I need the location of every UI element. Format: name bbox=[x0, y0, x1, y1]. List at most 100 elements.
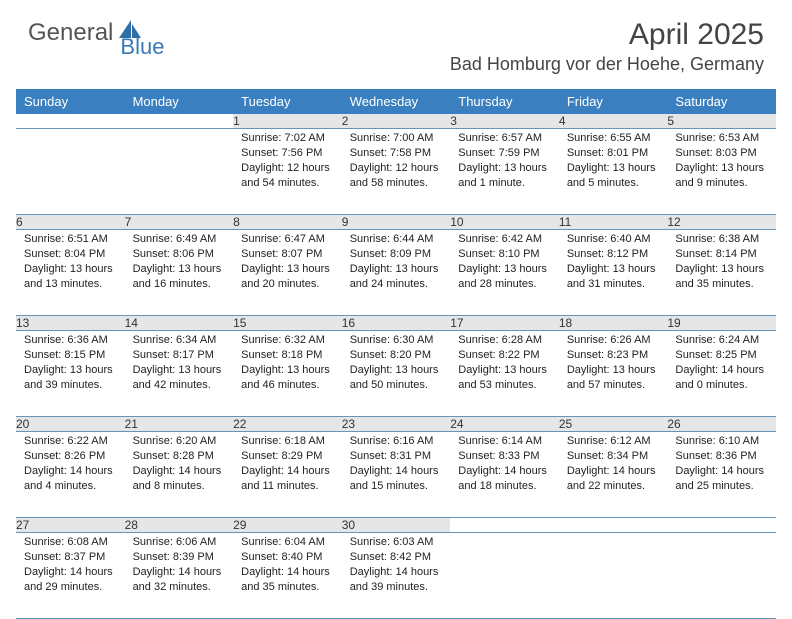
week-row: Sunrise: 6:22 AMSunset: 8:26 PMDaylight:… bbox=[16, 432, 776, 518]
day-cell: Sunrise: 6:57 AMSunset: 7:59 PMDaylight:… bbox=[450, 129, 559, 215]
sunset-text: Sunset: 8:42 PM bbox=[350, 550, 443, 565]
day-cell: Sunrise: 6:14 AMSunset: 8:33 PMDaylight:… bbox=[450, 432, 559, 518]
day-cell: Sunrise: 6:22 AMSunset: 8:26 PMDaylight:… bbox=[16, 432, 125, 518]
sunset-text: Sunset: 8:22 PM bbox=[458, 348, 551, 363]
sunset-text: Sunset: 8:09 PM bbox=[350, 247, 443, 262]
day-number: 22 bbox=[233, 417, 342, 432]
sunset-text: Sunset: 8:17 PM bbox=[133, 348, 226, 363]
sunrise-text: Sunrise: 6:04 AM bbox=[241, 535, 334, 550]
day-number: 28 bbox=[125, 518, 234, 533]
day-cell: Sunrise: 6:12 AMSunset: 8:34 PMDaylight:… bbox=[559, 432, 668, 518]
sunset-text: Sunset: 8:29 PM bbox=[241, 449, 334, 464]
sunset-text: Sunset: 8:04 PM bbox=[24, 247, 117, 262]
daylight-text: Daylight: 12 hours and 58 minutes. bbox=[350, 161, 443, 191]
day-number: 30 bbox=[342, 518, 451, 533]
day-header: Sunday bbox=[16, 89, 125, 114]
daynum-row: 27282930 bbox=[16, 518, 776, 533]
day-cell: Sunrise: 6:08 AMSunset: 8:37 PMDaylight:… bbox=[16, 533, 125, 619]
daylight-text: Daylight: 14 hours and 4 minutes. bbox=[24, 464, 117, 494]
sunset-text: Sunset: 8:39 PM bbox=[133, 550, 226, 565]
day-number: 3 bbox=[450, 114, 559, 129]
day-header: Monday bbox=[125, 89, 234, 114]
sunrise-text: Sunrise: 6:10 AM bbox=[675, 434, 768, 449]
title-block: April 2025 Bad Homburg vor der Hoehe, Ge… bbox=[450, 18, 764, 75]
day-cell: Sunrise: 6:51 AMSunset: 8:04 PMDaylight:… bbox=[16, 230, 125, 316]
sunrise-text: Sunrise: 6:28 AM bbox=[458, 333, 551, 348]
sunrise-text: Sunrise: 6:03 AM bbox=[350, 535, 443, 550]
sunset-text: Sunset: 8:07 PM bbox=[241, 247, 334, 262]
daylight-text: Daylight: 14 hours and 29 minutes. bbox=[24, 565, 117, 595]
sunrise-text: Sunrise: 6:34 AM bbox=[133, 333, 226, 348]
day-cell: Sunrise: 6:30 AMSunset: 8:20 PMDaylight:… bbox=[342, 331, 451, 417]
sunrise-text: Sunrise: 6:20 AM bbox=[133, 434, 226, 449]
daynum-row: 20212223242526 bbox=[16, 417, 776, 432]
day-cell: Sunrise: 6:28 AMSunset: 8:22 PMDaylight:… bbox=[450, 331, 559, 417]
daylight-text: Daylight: 14 hours and 0 minutes. bbox=[675, 363, 768, 393]
day-number: 2 bbox=[342, 114, 451, 129]
day-number: 19 bbox=[667, 316, 776, 331]
header: General Blue April 2025 Bad Homburg vor … bbox=[0, 0, 792, 83]
day-cell bbox=[125, 129, 234, 215]
daylight-text: Daylight: 14 hours and 18 minutes. bbox=[458, 464, 551, 494]
day-number: 9 bbox=[342, 215, 451, 230]
daylight-text: Daylight: 13 hours and 1 minute. bbox=[458, 161, 551, 191]
week-row: Sunrise: 6:36 AMSunset: 8:15 PMDaylight:… bbox=[16, 331, 776, 417]
day-cell: Sunrise: 6:55 AMSunset: 8:01 PMDaylight:… bbox=[559, 129, 668, 215]
day-cell: Sunrise: 6:16 AMSunset: 8:31 PMDaylight:… bbox=[342, 432, 451, 518]
day-number: 24 bbox=[450, 417, 559, 432]
day-number: 12 bbox=[667, 215, 776, 230]
day-cell: Sunrise: 6:38 AMSunset: 8:14 PMDaylight:… bbox=[667, 230, 776, 316]
day-number bbox=[559, 518, 668, 533]
day-cell: Sunrise: 6:36 AMSunset: 8:15 PMDaylight:… bbox=[16, 331, 125, 417]
daylight-text: Daylight: 14 hours and 35 minutes. bbox=[241, 565, 334, 595]
sunrise-text: Sunrise: 6:18 AM bbox=[241, 434, 334, 449]
sunrise-text: Sunrise: 6:30 AM bbox=[350, 333, 443, 348]
daylight-text: Daylight: 14 hours and 22 minutes. bbox=[567, 464, 660, 494]
sunrise-text: Sunrise: 6:16 AM bbox=[350, 434, 443, 449]
sunset-text: Sunset: 8:10 PM bbox=[458, 247, 551, 262]
daylight-text: Daylight: 13 hours and 53 minutes. bbox=[458, 363, 551, 393]
sunrise-text: Sunrise: 6:08 AM bbox=[24, 535, 117, 550]
sunset-text: Sunset: 8:15 PM bbox=[24, 348, 117, 363]
sunset-text: Sunset: 7:59 PM bbox=[458, 146, 551, 161]
sunset-text: Sunset: 8:25 PM bbox=[675, 348, 768, 363]
daylight-text: Daylight: 13 hours and 39 minutes. bbox=[24, 363, 117, 393]
daylight-text: Daylight: 13 hours and 35 minutes. bbox=[675, 262, 768, 292]
sunset-text: Sunset: 8:40 PM bbox=[241, 550, 334, 565]
day-number bbox=[667, 518, 776, 533]
sunrise-text: Sunrise: 6:57 AM bbox=[458, 131, 551, 146]
brand-logo: General Blue bbox=[28, 18, 188, 47]
sunrise-text: Sunrise: 6:06 AM bbox=[133, 535, 226, 550]
day-cell: Sunrise: 6:03 AMSunset: 8:42 PMDaylight:… bbox=[342, 533, 451, 619]
sunrise-text: Sunrise: 6:32 AM bbox=[241, 333, 334, 348]
day-number: 26 bbox=[667, 417, 776, 432]
day-cell: Sunrise: 6:40 AMSunset: 8:12 PMDaylight:… bbox=[559, 230, 668, 316]
day-header: Tuesday bbox=[233, 89, 342, 114]
sunset-text: Sunset: 8:03 PM bbox=[675, 146, 768, 161]
day-cell: Sunrise: 6:06 AMSunset: 8:39 PMDaylight:… bbox=[125, 533, 234, 619]
daylight-text: Daylight: 12 hours and 54 minutes. bbox=[241, 161, 334, 191]
day-cell: Sunrise: 6:18 AMSunset: 8:29 PMDaylight:… bbox=[233, 432, 342, 518]
sunrise-text: Sunrise: 6:42 AM bbox=[458, 232, 551, 247]
day-number: 8 bbox=[233, 215, 342, 230]
sunset-text: Sunset: 8:37 PM bbox=[24, 550, 117, 565]
calendar-table: Sunday Monday Tuesday Wednesday Thursday… bbox=[16, 89, 776, 619]
sunset-text: Sunset: 8:36 PM bbox=[675, 449, 768, 464]
day-cell: Sunrise: 6:42 AMSunset: 8:10 PMDaylight:… bbox=[450, 230, 559, 316]
day-cell: Sunrise: 7:00 AMSunset: 7:58 PMDaylight:… bbox=[342, 129, 451, 215]
sunrise-text: Sunrise: 6:24 AM bbox=[675, 333, 768, 348]
daylight-text: Daylight: 14 hours and 11 minutes. bbox=[241, 464, 334, 494]
day-cell: Sunrise: 6:24 AMSunset: 8:25 PMDaylight:… bbox=[667, 331, 776, 417]
sunrise-text: Sunrise: 6:38 AM bbox=[675, 232, 768, 247]
day-number: 6 bbox=[16, 215, 125, 230]
day-number: 11 bbox=[559, 215, 668, 230]
day-header: Saturday bbox=[667, 89, 776, 114]
day-number: 20 bbox=[16, 417, 125, 432]
daylight-text: Daylight: 13 hours and 20 minutes. bbox=[241, 262, 334, 292]
sunrise-text: Sunrise: 6:49 AM bbox=[133, 232, 226, 247]
day-cell bbox=[450, 533, 559, 619]
sunset-text: Sunset: 8:01 PM bbox=[567, 146, 660, 161]
day-number: 23 bbox=[342, 417, 451, 432]
sunrise-text: Sunrise: 6:26 AM bbox=[567, 333, 660, 348]
day-number: 27 bbox=[16, 518, 125, 533]
